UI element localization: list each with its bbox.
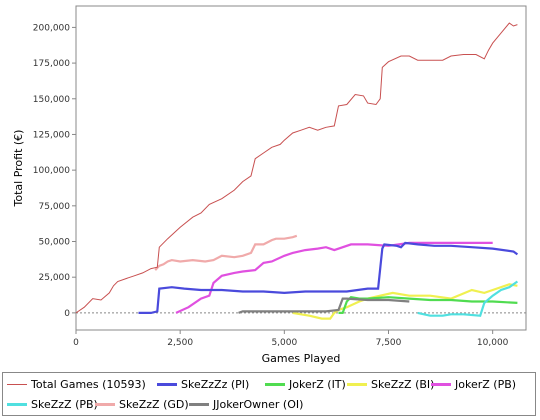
legend-label: SkeZzZz (PI) bbox=[181, 377, 250, 391]
legend-swatch bbox=[347, 382, 367, 386]
y-axis-ticks: 0 25,000 50,000 75,000 100,000 125,000 150,000… bbox=[33, 23, 76, 319]
legend-swatch bbox=[7, 383, 27, 385]
legend-label: Total Games (10593) bbox=[31, 377, 146, 391]
legend-item: SkeZzZz (PI) bbox=[157, 376, 249, 392]
y-tick-label: 175,000 bbox=[33, 59, 70, 69]
plot-area bbox=[75, 5, 527, 331]
series-line-6 bbox=[154, 234, 298, 271]
legend-label: JokerZ (IT) bbox=[289, 377, 346, 391]
y-tick-label: 150,000 bbox=[33, 95, 70, 105]
series-line-7 bbox=[238, 297, 410, 314]
y-tick-label: 0 bbox=[64, 309, 70, 319]
x-tick-label: 5,000 bbox=[271, 338, 297, 348]
series-line-2 bbox=[338, 296, 518, 314]
legend-item: JokerZ (IT) bbox=[265, 376, 346, 392]
series-layer bbox=[75, 22, 519, 320]
x-tick-label: 7,500 bbox=[376, 338, 402, 348]
x-tick-label: 0 bbox=[73, 338, 79, 348]
legend-item: SkeZzZ (PB) bbox=[7, 396, 98, 412]
x-axis-ticks: 0 2,500 5,000 7,500 10,000 bbox=[73, 330, 509, 348]
legend-swatch bbox=[189, 402, 209, 406]
y-tick-label: 50,000 bbox=[39, 238, 71, 248]
y-tick-label: 200,000 bbox=[33, 23, 70, 33]
legend-swatch bbox=[7, 402, 27, 406]
legend-item: SkeZzZ (GD) bbox=[95, 396, 189, 412]
y-tick-label: 125,000 bbox=[33, 130, 70, 140]
legend-swatch bbox=[265, 382, 285, 386]
legend-label: JJokerOwner (OI) bbox=[213, 397, 304, 411]
legend-label: JokerZ (PB) bbox=[455, 377, 517, 391]
legend-swatch bbox=[95, 402, 115, 406]
y-tick-label: 100,000 bbox=[33, 166, 70, 176]
y-axis-title: Total Profit (€) bbox=[12, 130, 25, 208]
legend-item: JokerZ (PB) bbox=[431, 376, 516, 392]
series-line-1 bbox=[138, 241, 519, 314]
legend-label: SkeZzZ (GD) bbox=[119, 397, 189, 411]
legend-item: SkeZzZ (BI) bbox=[347, 376, 434, 392]
legend-label: SkeZzZ (BI) bbox=[371, 377, 435, 391]
y-tick-label: 75,000 bbox=[39, 202, 71, 212]
legend: Total Games (10593) SkeZzZz (PI) JokerZ (I… bbox=[2, 372, 536, 416]
y-tick-label: 25,000 bbox=[39, 273, 71, 283]
legend-swatch bbox=[431, 382, 451, 386]
x-tick-label: 10,000 bbox=[477, 338, 509, 348]
series-line-3 bbox=[292, 283, 518, 320]
x-tick-label: 2,500 bbox=[167, 338, 193, 348]
legend-item: JJokerOwner (OI) bbox=[189, 396, 303, 412]
legend-swatch bbox=[157, 382, 177, 386]
legend-item: Total Games (10593) bbox=[7, 376, 146, 392]
legend-label: SkeZzZ (PB) bbox=[31, 397, 98, 411]
x-axis-title: Games Played bbox=[262, 352, 341, 365]
line-chart: 0 25,000 50,000 75,000 100,000 125,000 150,000… bbox=[12, 5, 527, 365]
series-line-0 bbox=[75, 22, 518, 314]
series-line-5 bbox=[417, 280, 519, 317]
